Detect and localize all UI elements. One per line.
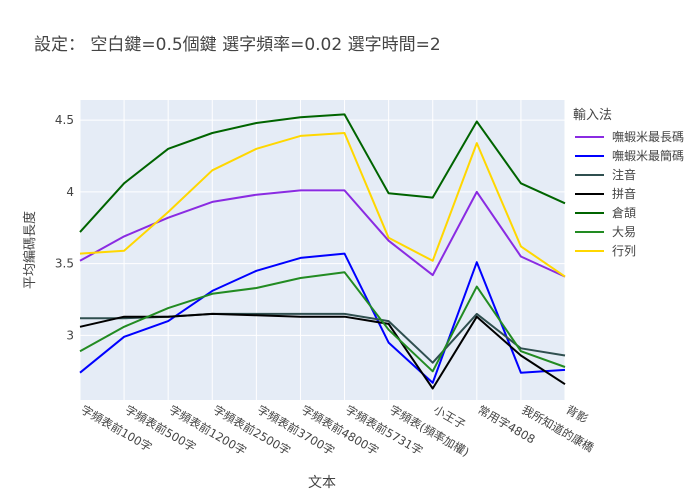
y-tick-label: 4: [66, 185, 74, 199]
series-line: [79, 189, 566, 278]
legend-label: 注音: [612, 167, 636, 182]
chart-title: 設定： 空白鍵=0.5個鍵 選字頻率=0.02 選字時間=2: [34, 35, 441, 55]
x-axis-title: 文本: [308, 475, 336, 491]
series-line: [79, 252, 566, 384]
series-line: [79, 271, 566, 373]
y-tick-label: 3: [66, 328, 74, 342]
series-line: [79, 113, 566, 233]
y-axis-title: 平均編碼長度: [22, 211, 38, 289]
legend-label: 大易: [612, 225, 636, 239]
y-axis-ticks: 3 3.5 4 4.5: [55, 113, 74, 342]
legend-title: 輸入法: [573, 108, 612, 123]
series-line: [79, 312, 566, 390]
y-tick-label: 3.5: [55, 257, 74, 271]
y-tick-label: 4.5: [55, 113, 74, 127]
legend-label: 倉頡: [612, 205, 636, 220]
series-line: [79, 132, 566, 278]
legend-label: 拼音: [612, 186, 636, 201]
gridlines: [79, 100, 566, 400]
legend-label: 嘸蝦米最簡碼: [612, 148, 684, 163]
plot-area: [80, 100, 565, 400]
series-lines: [79, 113, 566, 390]
legend-label: 行列: [612, 244, 636, 258]
legend-label: 嘸蝦米最長碼: [612, 130, 684, 144]
